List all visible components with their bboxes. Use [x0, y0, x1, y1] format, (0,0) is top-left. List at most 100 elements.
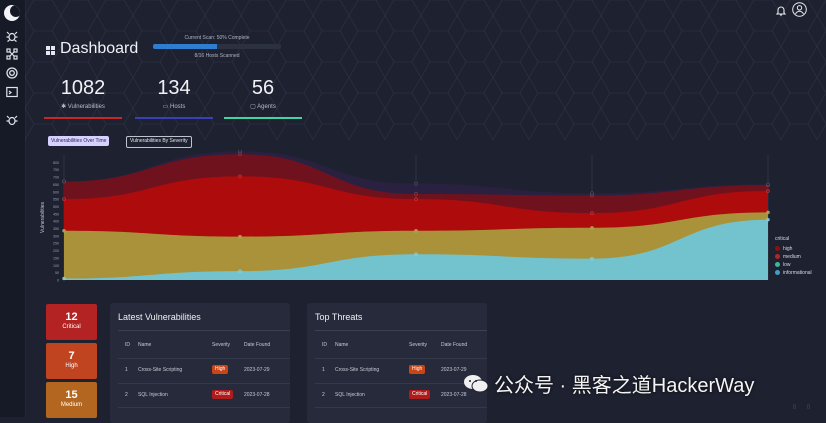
severity-badge: High [212, 365, 229, 374]
bug-icon[interactable] [6, 30, 18, 42]
sidebar [0, 0, 26, 417]
divider [118, 358, 290, 359]
severity-label: High [65, 363, 78, 369]
column-header[interactable]: Date Found [441, 342, 468, 348]
data-point-informational[interactable] [238, 269, 242, 273]
legend-item[interactable]: medium [775, 253, 812, 261]
column-header[interactable]: Name [335, 342, 349, 348]
data-point-critical[interactable] [414, 181, 418, 186]
stat-value: 56 [251, 77, 275, 99]
target-icon[interactable] [6, 67, 18, 79]
divider [118, 407, 290, 408]
divider [118, 330, 290, 331]
severity-count: 7 [68, 350, 75, 362]
page-title: Dashboard [60, 40, 139, 57]
row-id: 2 [125, 392, 128, 398]
y-tick-label: 600 [53, 190, 59, 194]
wechat-icon [464, 375, 489, 393]
column-header[interactable]: Name [138, 342, 152, 348]
panel-title: Latest Vulnerabilities [118, 312, 201, 322]
column-header[interactable]: ID [125, 342, 130, 348]
stat-hosts[interactable]: 134 ▭ Hosts [135, 76, 213, 110]
area-series-informational[interactable] [64, 219, 768, 280]
severity-count: 15 [65, 389, 78, 401]
vulnerabilities-area-chart: Vulnerabilities 0 50 100 150 200 250 300 350 400 4… [40, 150, 770, 283]
app-logo[interactable] [4, 5, 20, 21]
y-tick-label: 450 [53, 212, 59, 216]
column-header[interactable]: Date Found [244, 342, 271, 348]
stat-agents[interactable]: 56 ▢ Agents [224, 76, 302, 110]
stat-label: Agents [257, 104, 276, 110]
data-point-high[interactable] [238, 152, 242, 157]
network-icon[interactable] [6, 48, 18, 60]
data-point-medium[interactable] [238, 174, 242, 179]
stat-underline [224, 117, 302, 119]
data-point-medium[interactable] [590, 211, 594, 215]
scroll-indicator[interactable]: ▯ [793, 404, 796, 410]
data-point-medium[interactable] [414, 197, 418, 201]
stat-label: Hosts [170, 104, 186, 110]
data-point-informational[interactable] [62, 276, 66, 281]
severity-badge: Critical [212, 390, 234, 399]
row-name[interactable]: Cross-Site Scripting [138, 367, 183, 373]
watermark-text: 公众号 · 黑客之道HackerWay [494, 375, 755, 397]
row-name[interactable]: Cross-Site Scripting [335, 367, 380, 373]
row-date: 2023-07-28 [244, 392, 270, 398]
column-header[interactable]: Severity [409, 342, 428, 348]
legend-item[interactable]: low [775, 261, 812, 269]
data-point-low[interactable] [238, 234, 242, 239]
severity-high-card[interactable]: 7 High [46, 343, 97, 379]
data-point-critical[interactable] [590, 191, 594, 196]
stat-value: 1082 [60, 77, 106, 99]
data-point-low[interactable] [62, 228, 66, 233]
row-name[interactable]: SQL Injection [138, 392, 168, 398]
divider [315, 383, 487, 384]
data-point-medium[interactable] [62, 197, 66, 201]
row-name[interactable]: SQL Injection [335, 392, 365, 398]
column-header[interactable]: ID [322, 342, 327, 348]
stat-vulnerabilities[interactable]: 1082 ✱ Vulnerabilities [44, 76, 122, 110]
panel-title: Top Threats [315, 312, 363, 322]
tab-vulnerabilities-by-severity[interactable]: Vulnerabilities By Severity [126, 136, 192, 148]
y-tick-label: 750 [53, 168, 59, 172]
hexagon-background [25, 0, 826, 140]
host-icon: ▭ [162, 104, 169, 110]
divider [118, 383, 290, 384]
y-tick-label: 700 [53, 176, 59, 180]
column-header[interactable]: Severity [212, 342, 231, 348]
severity-critical-card[interactable]: 12 Critical [46, 304, 97, 340]
data-point-critical[interactable] [62, 179, 66, 184]
y-tick-label: 350 [53, 227, 59, 231]
data-point-critical[interactable] [238, 150, 242, 154]
data-point-informational[interactable] [766, 217, 770, 222]
top-threats-panel: Top Threats ID Name Severity Date Found … [307, 303, 487, 423]
tab-vulnerabilities-over-time[interactable]: Vulnerabilities Over Time [48, 136, 110, 146]
data-point-critical[interactable] [766, 182, 770, 187]
settings-bug-icon[interactable] [6, 114, 18, 126]
y-tick-label: 250 [53, 242, 59, 246]
data-point-high[interactable] [414, 192, 418, 196]
legend-item[interactable]: high [775, 245, 812, 253]
y-tick-label: 500 [53, 205, 59, 209]
y-tick-label: 100 [53, 264, 59, 268]
data-point-medium[interactable] [766, 189, 770, 193]
severity-badge: High [409, 365, 426, 374]
scan-progress-fill [153, 44, 217, 49]
data-point-low[interactable] [414, 228, 418, 233]
legend-item[interactable]: informational [775, 269, 812, 277]
terminal-icon[interactable] [6, 86, 18, 98]
data-point-informational[interactable] [414, 252, 418, 257]
data-point-informational[interactable] [590, 256, 594, 261]
row-date: 2023-07-29 [441, 367, 467, 373]
data-point-low[interactable] [590, 225, 594, 230]
divider [315, 330, 487, 331]
severity-medium-card[interactable]: 15 Medium [46, 382, 97, 418]
scroll-indicator[interactable]: ▯ [807, 404, 810, 410]
y-tick-label: 400 [53, 220, 59, 224]
data-point-low[interactable] [766, 210, 770, 215]
y-tick-label: 0 [57, 279, 59, 283]
row-id: 1 [125, 367, 128, 373]
y-tick-label: 800 [53, 161, 59, 165]
stat-underline [135, 117, 213, 119]
y-tick-label: 150 [53, 256, 59, 260]
